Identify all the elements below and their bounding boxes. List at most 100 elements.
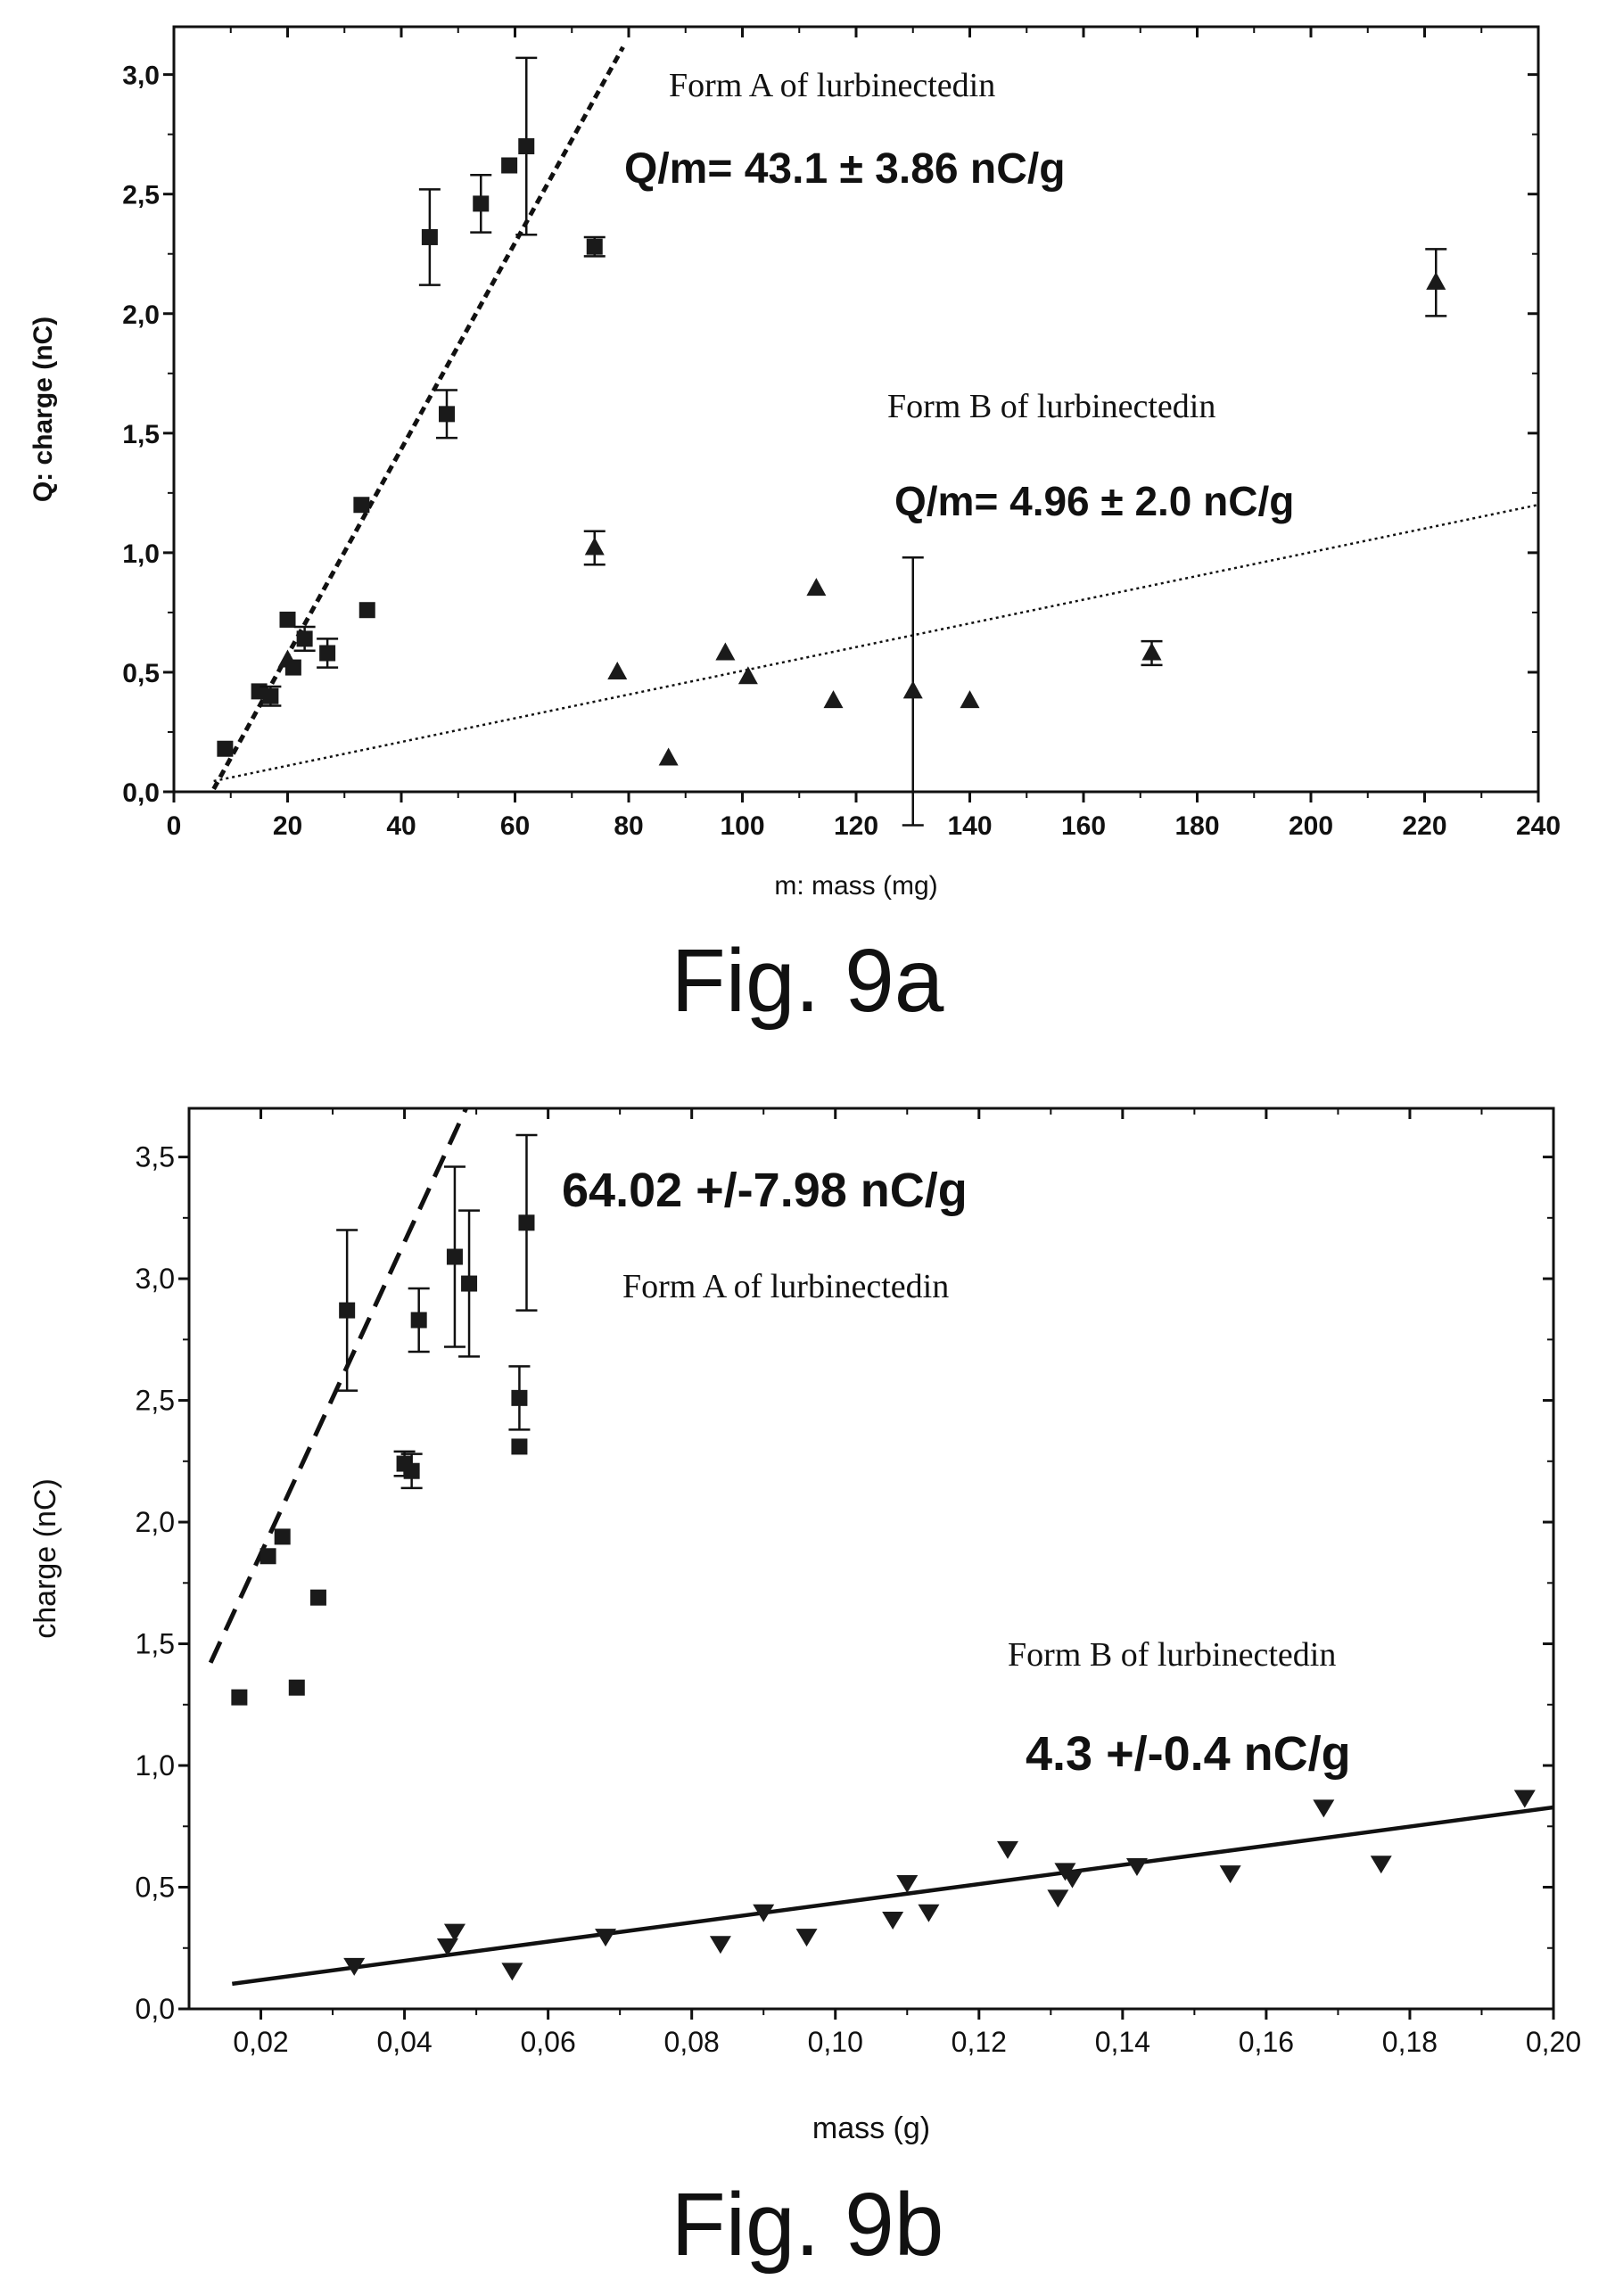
x-tick-label: 0,02 [233, 2026, 288, 2058]
x-axis-label: mass (g) [812, 2111, 930, 2145]
data-point [1370, 1856, 1392, 1874]
fit-annotation: Q/m= 43.1 ± 3.86 nC/g [624, 145, 1066, 193]
data-point [658, 747, 679, 766]
figure-9a-caption: Fig. 9a [671, 931, 944, 1031]
series-form-b: Form B of lurbinectedin 4.3 +/-0.4 nC/g [232, 1636, 1553, 1987]
y-axis-label: Q: charge (nC) [29, 317, 58, 502]
x-tick-label: 220 [1402, 811, 1446, 841]
x-tick-label: 140 [947, 811, 992, 841]
x-tick-label: 0,18 [1382, 2026, 1438, 2058]
series-label: Form B of lurbinectedin [887, 388, 1215, 425]
fit-annotation: 4.3 +/-0.4 nC/g [1026, 1727, 1351, 1781]
x-tick-label: 160 [1061, 811, 1106, 841]
data-point [358, 602, 375, 619]
x-tick-label: 180 [1174, 811, 1219, 841]
fit-line [211, 45, 625, 791]
series-form-a: Form A of lurbinectedin 64.02 +/-7.98 nC/… [208, 1108, 968, 1706]
series-label: Form A of lurbinectedin [622, 1268, 949, 1305]
figure-9b-caption: Fig. 9b [671, 2175, 944, 2275]
fit-line [213, 503, 1538, 783]
y-tick-label: 0,0 [136, 1993, 175, 2025]
data-point [960, 690, 980, 709]
data-point [296, 630, 313, 647]
data-point [882, 1912, 904, 1930]
data-point [421, 228, 438, 245]
data-point [231, 1689, 248, 1706]
data-point [403, 1462, 420, 1479]
data-point [518, 1214, 535, 1231]
x-tick-label: 0,04 [376, 2026, 432, 2058]
data-point [274, 1528, 291, 1545]
x-tick-label: 200 [1289, 811, 1333, 841]
data-point [607, 661, 628, 679]
data-point [896, 1875, 919, 1894]
x-tick-label: 0,20 [1526, 2026, 1581, 2058]
data-point [715, 642, 736, 661]
x-tick-label: 60 [500, 811, 530, 841]
data-point [260, 1548, 276, 1565]
data-point [436, 1938, 458, 1957]
data-point [1125, 1857, 1148, 1876]
y-tick-label: 1,0 [122, 539, 160, 569]
data-point [319, 645, 336, 662]
data-point [511, 1438, 528, 1455]
x-tick-label: 40 [386, 811, 416, 841]
y-tick-label: 3,0 [122, 62, 160, 91]
data-point [339, 1302, 356, 1319]
data-point [473, 195, 490, 212]
x-tick-label: 20 [273, 811, 302, 841]
data-point [1061, 1870, 1084, 1889]
x-tick-label: 120 [834, 811, 878, 841]
data-point [501, 157, 518, 174]
data-point [518, 138, 535, 155]
data-point [795, 1929, 818, 1947]
x-tick-label: 0,08 [664, 2026, 720, 2058]
data-point [1513, 1790, 1536, 1808]
fit-line [232, 1805, 1553, 1987]
x-axis-label: m: mass (mg) [774, 871, 937, 901]
fit-annotation: 64.02 +/-7.98 nC/g [562, 1164, 968, 1217]
data-point [584, 537, 605, 555]
x-tick-label: 0,14 [1095, 2026, 1150, 2058]
data-point [443, 1923, 466, 1942]
plot-frame [172, 25, 1540, 794]
data-point [461, 1275, 478, 1292]
data-point [446, 1248, 463, 1265]
y-tick-label: 3,5 [136, 1141, 175, 1173]
x-tick-label: 0,06 [520, 2026, 575, 2058]
series-label: Form A of lurbinectedin [669, 67, 995, 104]
data-point [217, 740, 234, 757]
data-point [586, 238, 603, 255]
data-point [501, 1963, 523, 1981]
data-point [410, 1312, 427, 1329]
y-tick-label: 0,5 [122, 659, 160, 688]
y-axis-label: charge (nC) [29, 1478, 62, 1639]
data-point [262, 687, 279, 704]
x-tick-label: 0,16 [1239, 2026, 1294, 2058]
x-tick-label: 80 [614, 811, 643, 841]
x-tick-label: 0,12 [952, 2026, 1007, 2058]
x-tick-label: 240 [1516, 811, 1561, 841]
y-tick-label: 0,5 [136, 1872, 175, 1904]
x-tick-label: 0 [167, 811, 182, 841]
series-form-b: Form B of lurbinectedin Q/m= 4.96 ± 2.0 n… [213, 248, 1538, 827]
plot-frame [187, 1107, 1555, 2011]
chart-9a: 0 20 40 60 80 100 120 140 160 180 200 220 240 0,0 0,5 1… [29, 25, 1561, 901]
y-tick-label: 1,0 [136, 1749, 175, 1782]
data-point [918, 1904, 940, 1922]
y-tick-label: 2,5 [122, 181, 160, 210]
data-point [1141, 642, 1162, 661]
y-tick-label: 2,5 [136, 1385, 175, 1417]
data-point [823, 690, 844, 709]
data-point [753, 1904, 775, 1922]
data-point [1426, 271, 1446, 290]
y-tick-label: 1,5 [136, 1628, 175, 1660]
data-point [1313, 1799, 1335, 1818]
data-point [511, 1389, 528, 1406]
data-point [1047, 1889, 1069, 1908]
series-form-a: Form A of lurbinectedin Q/m= 43.1 ± 3.86 … [211, 45, 1066, 791]
data-point [279, 611, 296, 628]
data-point [288, 1679, 305, 1696]
